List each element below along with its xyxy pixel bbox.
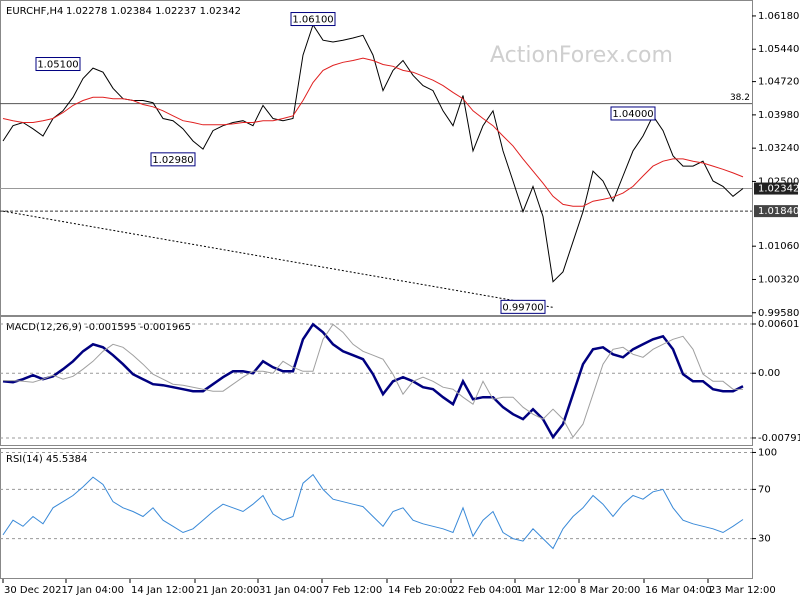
y-tick-label: 30 xyxy=(758,534,771,545)
annotation-box xyxy=(35,57,81,72)
series-line xyxy=(2,473,744,550)
annotation-box xyxy=(610,106,656,121)
y-tick-label: 1.04720 xyxy=(758,77,799,88)
y-tick-label: -0.007911 xyxy=(758,433,800,444)
annotation-box xyxy=(150,152,196,167)
y-tick-label: 1.06180 xyxy=(758,11,799,22)
x-tick-label: 23 Mar 12:00 xyxy=(709,585,776,596)
pane-title: MACD(12,26,9) -0.001595 -0.001965 xyxy=(6,322,191,333)
y-tick-label: 1.02500 xyxy=(758,176,799,187)
y-tick-label: 1.03980 xyxy=(758,110,799,121)
x-tick-label: 14 Feb 20:00 xyxy=(388,585,454,596)
pane-title: EURCHF,H4 xyxy=(6,6,63,17)
annotation-box xyxy=(500,299,546,314)
y-tick-label: 1.00320 xyxy=(758,274,799,285)
x-tick-label: 8 Mar 20:00 xyxy=(580,585,640,596)
annotation-label: 0.99700 xyxy=(502,302,543,313)
x-tick-label: 7 Feb 12:00 xyxy=(323,585,382,596)
price-label: 1.01840 xyxy=(758,206,799,217)
price-label: 1.02342 xyxy=(758,184,799,195)
y-tick-label: 0.99580 xyxy=(758,308,799,319)
x-tick-label: 30 Dec 2021 xyxy=(4,585,68,596)
y-tick-label: 70 xyxy=(758,484,771,495)
y-tick-label: 100 xyxy=(758,447,777,458)
pane-title: RSI(14) 45.5384 xyxy=(6,454,87,465)
annotation-label: 1.06100 xyxy=(292,15,333,26)
series-line xyxy=(2,57,744,207)
x-tick-label: 1 Mar 12:00 xyxy=(516,585,576,596)
x-tick-label: 21 Jan 20:00 xyxy=(196,585,259,596)
x-tick-label: 31 Jan 04:00 xyxy=(259,585,322,596)
pane-frame xyxy=(0,0,753,316)
series-line xyxy=(3,323,744,439)
annotation-label: 1.02980 xyxy=(152,155,193,166)
annotation-label: 1.04000 xyxy=(612,109,653,120)
pane-frame xyxy=(0,316,753,446)
pane-frame xyxy=(0,448,753,579)
y-tick-label: 0.00 xyxy=(758,368,780,379)
y-tick-label: 1.05440 xyxy=(758,44,799,55)
x-tick-label: 14 Jan 12:00 xyxy=(131,585,194,596)
level-label: 38.2 xyxy=(730,93,750,103)
price-box xyxy=(754,182,798,195)
x-tick-label: 7 Jan 04:00 xyxy=(67,585,124,596)
y-tick-label: 0.006017 xyxy=(758,319,800,330)
annotation-label: 1.05100 xyxy=(37,60,78,71)
x-tick-label: 22 Feb 04:00 xyxy=(452,585,518,596)
y-tick-label: 1.01060 xyxy=(758,241,799,252)
series-line xyxy=(2,322,744,440)
watermark: ActionForex.com xyxy=(490,43,673,68)
y-tick-label: 1.03240 xyxy=(758,143,799,154)
price-box xyxy=(754,205,798,218)
pane-subtitle: 1.02278 1.02384 1.02237 1.02342 xyxy=(66,6,241,17)
trend-line xyxy=(2,210,554,308)
annotation-box xyxy=(290,12,336,27)
x-tick-label: 16 Mar 04:00 xyxy=(645,585,712,596)
